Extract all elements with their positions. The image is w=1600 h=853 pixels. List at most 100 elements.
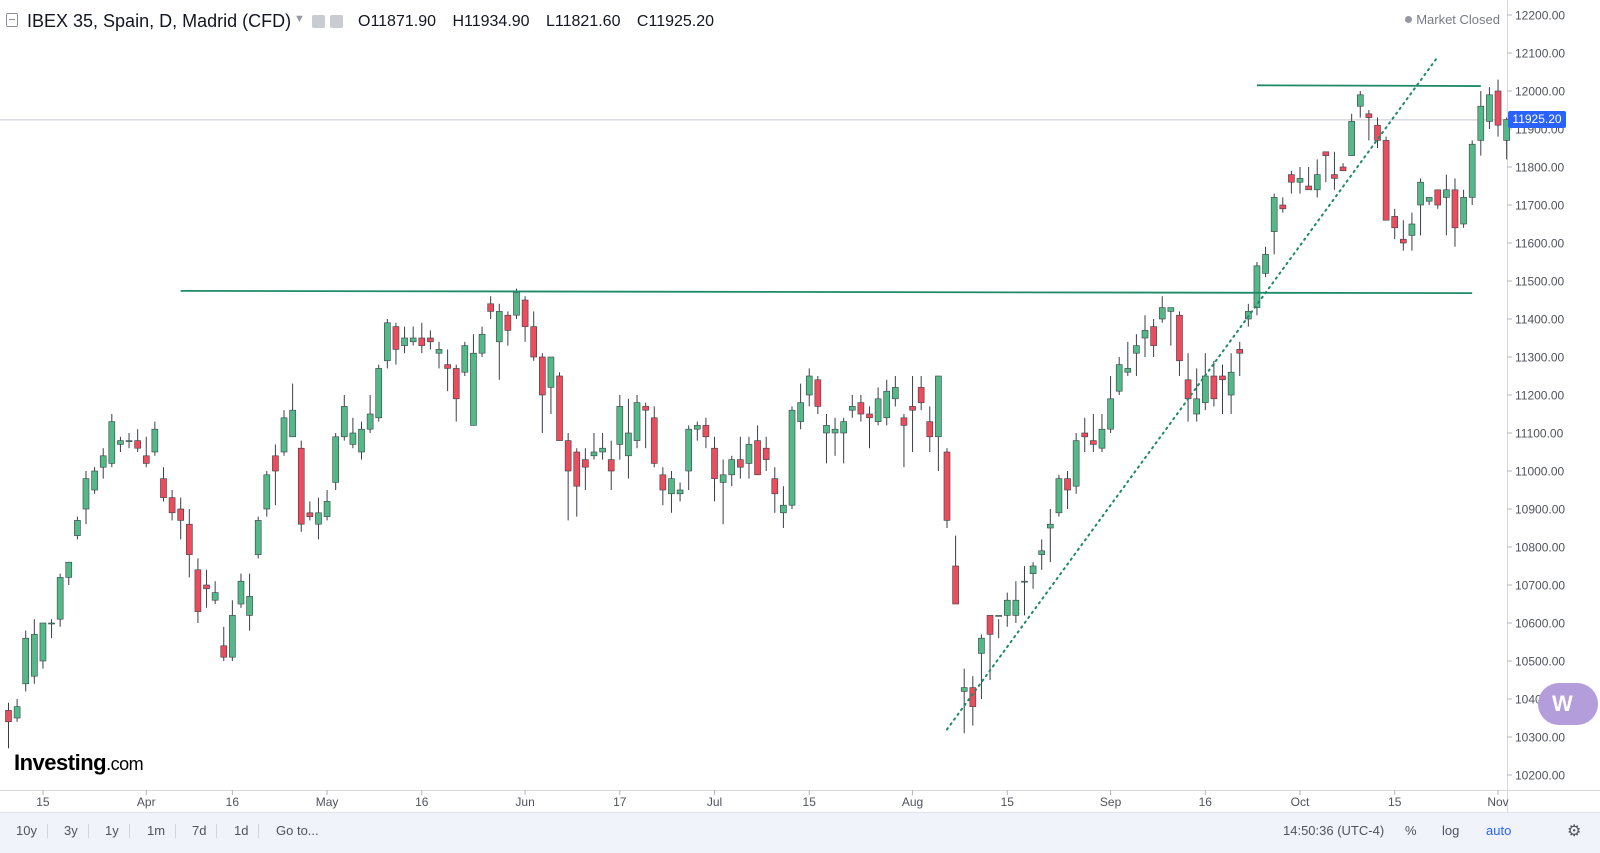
time-tick-label: Oct xyxy=(1291,795,1310,809)
gear-icon[interactable]: ⚙ xyxy=(1567,823,1582,840)
open-value: O11871.90 xyxy=(358,13,436,30)
candle xyxy=(272,444,279,506)
candle-body xyxy=(229,615,236,658)
candle xyxy=(685,425,692,490)
timeframe-1d[interactable]: 1d xyxy=(234,823,261,838)
candle-body xyxy=(151,428,159,453)
candle xyxy=(1494,79,1502,137)
candle xyxy=(1270,193,1278,255)
time-axis[interactable]: 15 Apr 16 May 16 Jun 17 Jul 15 Aug 15 Sep 16 Oct 15 Nov xyxy=(36,790,1509,809)
candle-body xyxy=(573,451,581,487)
candle-body xyxy=(452,368,460,400)
candle-body xyxy=(978,637,985,654)
candle-body xyxy=(1029,565,1037,574)
candle-body xyxy=(280,417,288,453)
candle xyxy=(521,296,529,342)
candle-body xyxy=(220,645,228,658)
candle-body xyxy=(203,584,210,590)
price-tick-label: 10800.00 xyxy=(1515,541,1565,555)
candle xyxy=(547,356,555,414)
candle-body xyxy=(771,478,779,495)
candle-body xyxy=(1098,428,1106,449)
candle-body xyxy=(211,592,219,601)
candle xyxy=(99,448,107,479)
price-tick-label: 10600.00 xyxy=(1515,617,1565,631)
gear-icon[interactable] xyxy=(330,15,343,28)
menu-icon[interactable] xyxy=(6,13,18,27)
candle-body xyxy=(82,478,90,510)
candle-body xyxy=(530,326,538,358)
symbol-dropdown-icon[interactable]: ▼ xyxy=(294,13,305,25)
candle-body xyxy=(142,455,150,464)
candle xyxy=(633,395,641,449)
candle xyxy=(1468,140,1476,205)
candle xyxy=(754,425,761,476)
candle xyxy=(1038,539,1045,570)
candle-body xyxy=(99,455,107,468)
price-tick-label: 10300.00 xyxy=(1515,731,1565,745)
candle xyxy=(82,471,90,525)
candle xyxy=(1313,159,1321,198)
time-tick-label: Jul xyxy=(707,795,722,809)
candle-body xyxy=(340,406,348,438)
candle-body xyxy=(1356,94,1364,107)
candle xyxy=(1391,208,1399,240)
candle-body xyxy=(1400,238,1407,244)
candle-body xyxy=(1296,178,1304,183)
candle-body xyxy=(237,580,245,605)
candle xyxy=(1012,581,1020,623)
candle-body xyxy=(1434,189,1442,206)
candle xyxy=(237,573,245,608)
eye-icon[interactable] xyxy=(312,15,325,28)
candle-body xyxy=(728,459,736,476)
watchlist-widget-icon[interactable]: W xyxy=(1538,683,1598,725)
candle xyxy=(1158,296,1166,323)
candle-body xyxy=(1270,197,1278,232)
candle xyxy=(1021,566,1028,616)
candle-body xyxy=(1090,440,1097,445)
candle xyxy=(1064,471,1071,509)
candle xyxy=(1150,319,1157,357)
candle xyxy=(427,330,434,350)
candle-body xyxy=(332,436,339,483)
timeframe-1m[interactable]: 1m xyxy=(147,823,177,838)
goto-button[interactable]: Go to... xyxy=(276,823,319,838)
candle xyxy=(1339,163,1347,172)
candle xyxy=(254,516,262,559)
percent-toggle[interactable]: % xyxy=(1405,823,1417,838)
candle-body xyxy=(194,569,202,612)
candle-body xyxy=(108,421,116,464)
symbol-title[interactable]: IBEX 35, Spain, D, Madrid (CFD) xyxy=(27,11,292,31)
candle xyxy=(229,600,236,661)
candle-body xyxy=(31,634,38,677)
price-axis[interactable]: 10200.0010300.0010400.0010500.0010600.00… xyxy=(1507,9,1565,783)
candle xyxy=(995,615,1002,639)
candle-body xyxy=(599,447,606,453)
candle-body xyxy=(1047,523,1054,529)
candle xyxy=(1434,189,1442,209)
candle xyxy=(409,326,417,346)
candle-body xyxy=(306,512,314,517)
time-tick-label: May xyxy=(316,795,339,809)
candle-body xyxy=(13,706,21,719)
timeframe-7d[interactable]: 7d xyxy=(192,823,219,838)
candle xyxy=(220,626,228,661)
auto-toggle[interactable]: auto xyxy=(1486,823,1512,838)
timeframe-3y[interactable]: 3y xyxy=(64,823,89,838)
candle-body xyxy=(952,565,959,605)
candle-body xyxy=(814,379,822,407)
candle xyxy=(1133,334,1140,376)
timeframe-10y[interactable]: 10y xyxy=(16,823,48,838)
candle xyxy=(917,376,925,411)
candle-body xyxy=(160,478,167,498)
market-status-label: Market Closed xyxy=(1416,12,1500,27)
log-toggle[interactable]: log xyxy=(1442,823,1460,838)
candle xyxy=(504,311,512,346)
time-tick-label: Nov xyxy=(1487,795,1508,809)
candle xyxy=(211,581,219,604)
timeframe-1y[interactable]: 1y xyxy=(105,823,130,838)
candle-body xyxy=(1012,599,1020,616)
candlestick-chart[interactable]: 10200.0010300.0010400.0010500.0010600.00… xyxy=(0,0,1600,812)
time-tick-label: Jun xyxy=(515,795,534,809)
candle xyxy=(1090,414,1097,452)
